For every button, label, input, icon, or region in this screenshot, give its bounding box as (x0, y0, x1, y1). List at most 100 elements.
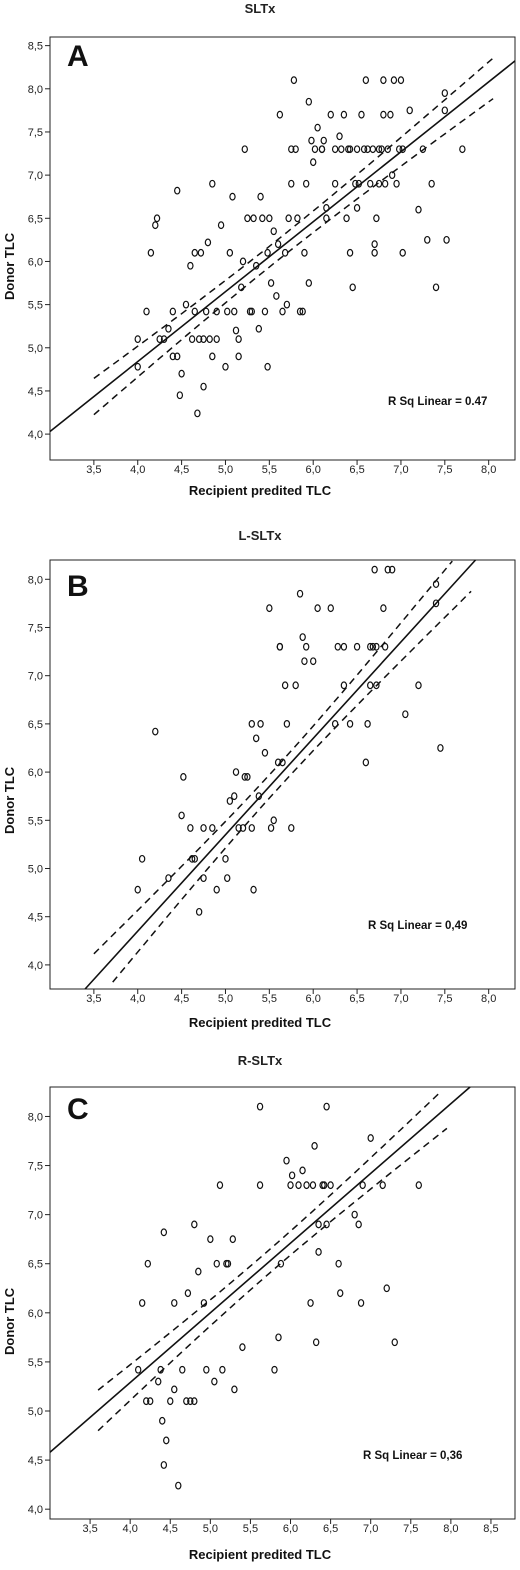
data-point (248, 719, 255, 728)
data-point (288, 145, 295, 154)
x-tick-label: 7,5 (437, 993, 452, 1005)
data-point (224, 874, 231, 883)
data-point (353, 642, 361, 651)
panel-letter: C (67, 1093, 89, 1126)
data-point (327, 1181, 334, 1190)
data-point (424, 235, 431, 244)
data-point (299, 633, 306, 642)
data-point (270, 816, 277, 825)
data-point (257, 192, 264, 201)
data-point (160, 335, 168, 344)
data-point (257, 719, 264, 728)
data-point (305, 279, 313, 287)
data-point (419, 145, 427, 154)
data-point (138, 1299, 146, 1307)
data-point (264, 362, 271, 371)
data-point (459, 145, 466, 154)
data-point (155, 1377, 162, 1386)
data-point (134, 362, 141, 371)
y-tick-label: 5,0 (28, 343, 43, 355)
data-point (264, 248, 271, 257)
data-point (441, 89, 449, 98)
data-point (355, 179, 363, 188)
data-point (211, 1377, 218, 1386)
data-point (283, 300, 291, 309)
data-point (415, 681, 422, 690)
data-point (380, 110, 387, 119)
data-point (219, 1365, 226, 1374)
data-point (281, 248, 289, 257)
data-point (207, 1235, 214, 1244)
x-tick-label: 6,0 (306, 464, 321, 476)
data-point (143, 307, 150, 316)
data-point (195, 335, 203, 344)
data-point (187, 1397, 194, 1406)
y-tick-label: 6,0 (28, 256, 43, 268)
data-point (283, 1156, 290, 1165)
data-point (283, 719, 291, 728)
data-point (244, 214, 251, 223)
data-point (312, 1338, 320, 1347)
data-point (239, 1343, 246, 1352)
data-point (216, 1181, 224, 1190)
data-point (239, 824, 247, 832)
y-tick-label: 6,0 (28, 1308, 43, 1320)
data-point (252, 261, 260, 270)
x-tick-label: 4,5 (174, 993, 189, 1005)
data-point (213, 307, 220, 316)
y-tick-label: 7,5 (28, 127, 43, 139)
data-point (315, 1248, 322, 1256)
data-point (353, 204, 361, 212)
data-point (188, 335, 196, 344)
data-point (360, 145, 368, 154)
data-point (178, 811, 185, 820)
data-point (378, 145, 385, 154)
data-point (334, 642, 341, 651)
y-tick-label: 8,0 (28, 574, 43, 586)
data-point (152, 221, 159, 230)
data-point (393, 179, 400, 188)
data-point (395, 145, 403, 154)
data-point (195, 1267, 202, 1276)
data-point (302, 642, 310, 651)
data-point (314, 123, 321, 132)
y-tick-label: 8,0 (28, 84, 43, 96)
x-tick-label: 7,0 (363, 1523, 378, 1535)
data-point (206, 335, 213, 344)
data-point (197, 248, 205, 257)
y-tick-label: 6,5 (28, 213, 43, 225)
data-point (279, 758, 286, 767)
data-point (157, 1365, 164, 1374)
y-axis-label: Donor TLC (2, 232, 17, 300)
panel-letter: A (67, 40, 89, 73)
data-point (371, 248, 378, 257)
data-point (299, 1166, 306, 1175)
y-tick-label: 5,5 (28, 815, 43, 827)
data-point (194, 409, 201, 418)
ci-upper-band (97, 1090, 442, 1391)
data-point (275, 1333, 282, 1342)
data-point (337, 1289, 344, 1298)
data-point (222, 854, 229, 863)
data-point (387, 110, 394, 119)
y-tick-label: 7,0 (28, 671, 43, 683)
data-point (441, 106, 449, 115)
data-point (340, 642, 348, 651)
data-point (200, 1299, 208, 1307)
data-point (355, 1220, 362, 1229)
data-point (381, 642, 389, 651)
y-tick-label: 4,5 (28, 1455, 43, 1467)
ci-lower-band (93, 98, 494, 416)
x-tick-label: 5,0 (218, 464, 233, 476)
data-point (288, 1171, 296, 1180)
y-tick-label: 4,0 (28, 960, 43, 972)
data-point (399, 248, 406, 257)
x-tick-label: 6,0 (283, 1523, 298, 1535)
data-point (415, 205, 422, 214)
data-point (252, 734, 260, 743)
data-point (182, 300, 190, 309)
data-point (213, 335, 220, 344)
data-point (315, 1220, 322, 1229)
data-point (248, 307, 255, 316)
data-point (320, 136, 327, 145)
